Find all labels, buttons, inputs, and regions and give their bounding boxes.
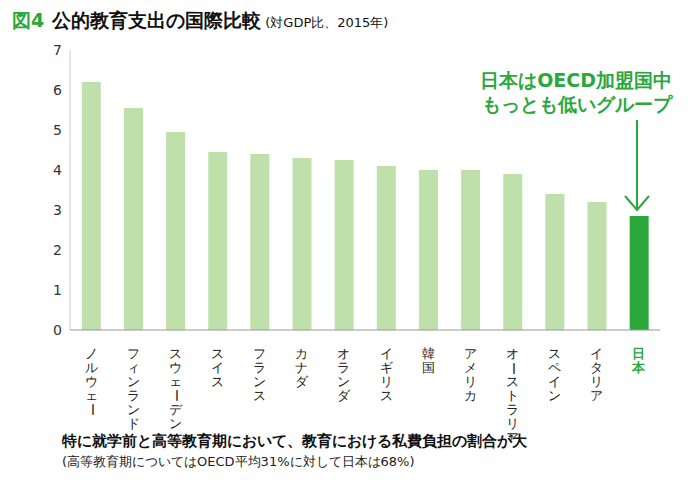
svg-text:ン: ン <box>548 388 561 403</box>
html-text:日本はOECD加盟国中: 日本はOECD加盟国中 <box>480 69 672 91</box>
svg-text:ル: ル <box>85 360 98 375</box>
svg-text:イ: イ <box>380 346 393 361</box>
svg-text:ト: ト <box>506 388 519 403</box>
svg-text:日: 日 <box>632 346 645 361</box>
svg-text:ー: ー <box>85 404 100 417</box>
svg-text:ダ: ダ <box>295 374 309 389</box>
svg-text:国: 国 <box>422 360 435 375</box>
svg-text:カ: カ <box>295 346 308 361</box>
svg-text:リ: リ <box>590 374 603 389</box>
svg-text:本: 本 <box>631 360 646 375</box>
svg-text:ス: ス <box>548 346 561 361</box>
svg-text:オ: オ <box>506 346 519 361</box>
svg-text:韓: 韓 <box>422 346 435 361</box>
svg-text:ウ: ウ <box>85 374 98 389</box>
svg-text:7: 7 <box>53 42 62 58</box>
svg-text:ウ: ウ <box>169 360 182 375</box>
svg-text:ス: ス <box>506 374 519 389</box>
html-text:図4 公的教育支出の国際比較 (対GDP比、2015年): 図4 公的教育支出の国際比較 (対GDP比、2015年) <box>12 9 389 31</box>
svg-text:イ: イ <box>590 346 603 361</box>
svg-text:ギ: ギ <box>380 360 393 375</box>
svg-text:ス: ス <box>211 374 224 389</box>
svg-text:ン: ン <box>127 374 140 389</box>
svg-text:イ: イ <box>211 360 224 375</box>
svg-text:ィ: ィ <box>127 360 140 375</box>
svg-text:ア: ア <box>590 388 603 403</box>
html-text:特に就学前と高等教育期において、教育における私費負担の割合が: 特に就学前と高等教育期において、教育における私費負担の割合が大 <box>62 432 527 450</box>
svg-text:ェ: ェ <box>85 388 98 403</box>
html-text:もっとも低いグループ: もっとも低いグループ <box>482 93 672 115</box>
svg-text:ン: ン <box>337 374 350 389</box>
svg-text:カ: カ <box>464 388 477 403</box>
svg-text:ナ: ナ <box>295 360 308 375</box>
svg-text:4: 4 <box>53 162 62 178</box>
svg-text:ー: ー <box>506 361 521 375</box>
svg-text:ラ: ラ <box>337 360 350 375</box>
svg-text:2: 2 <box>53 242 62 258</box>
svg-text:リ: リ <box>464 374 477 389</box>
svg-text:ス: ス <box>380 388 393 403</box>
svg-text:ラ: ラ <box>253 360 266 375</box>
svg-text:ア: ア <box>464 346 477 361</box>
svg-text:リ: リ <box>506 416 519 431</box>
svg-text:ェ: ェ <box>169 374 182 389</box>
svg-text:ペ: ペ <box>548 360 561 375</box>
svg-text:0: 0 <box>53 322 62 338</box>
svg-text:5: 5 <box>53 122 62 138</box>
svg-text:イ: イ <box>548 374 561 389</box>
svg-text:ダ: ダ <box>337 388 351 403</box>
svg-text:ー: ー <box>168 389 184 403</box>
svg-text:ン: ン <box>253 374 266 389</box>
svg-text:ン: ン <box>127 402 140 417</box>
svg-text:ノ: ノ <box>85 346 98 361</box>
svg-text:ス: ス <box>169 346 182 361</box>
svg-text:リ: リ <box>380 374 393 389</box>
svg-text:デ: デ <box>169 402 183 417</box>
svg-text:6: 6 <box>53 82 62 98</box>
svg-text:ン: ン <box>169 416 182 431</box>
svg-text:タ: タ <box>590 360 603 375</box>
svg-text:フ: フ <box>253 346 266 361</box>
html-text:(高等教育期についてはOECD平均31%に対して日本は68%: (高等教育期についてはOECD平均31%に対して日本は68%) <box>62 454 415 469</box>
svg-text:3: 3 <box>53 202 62 218</box>
svg-text:ド: ド <box>127 416 140 431</box>
svg-text:ラ: ラ <box>127 388 140 403</box>
svg-text:ラ: ラ <box>506 402 519 417</box>
svg-text:1: 1 <box>53 282 62 298</box>
svg-text:オ: オ <box>337 346 350 361</box>
svg-text:フ: フ <box>127 346 140 361</box>
svg-text:ス: ス <box>253 388 266 403</box>
svg-text:メ: メ <box>464 360 477 375</box>
svg-text:ス: ス <box>211 346 224 361</box>
